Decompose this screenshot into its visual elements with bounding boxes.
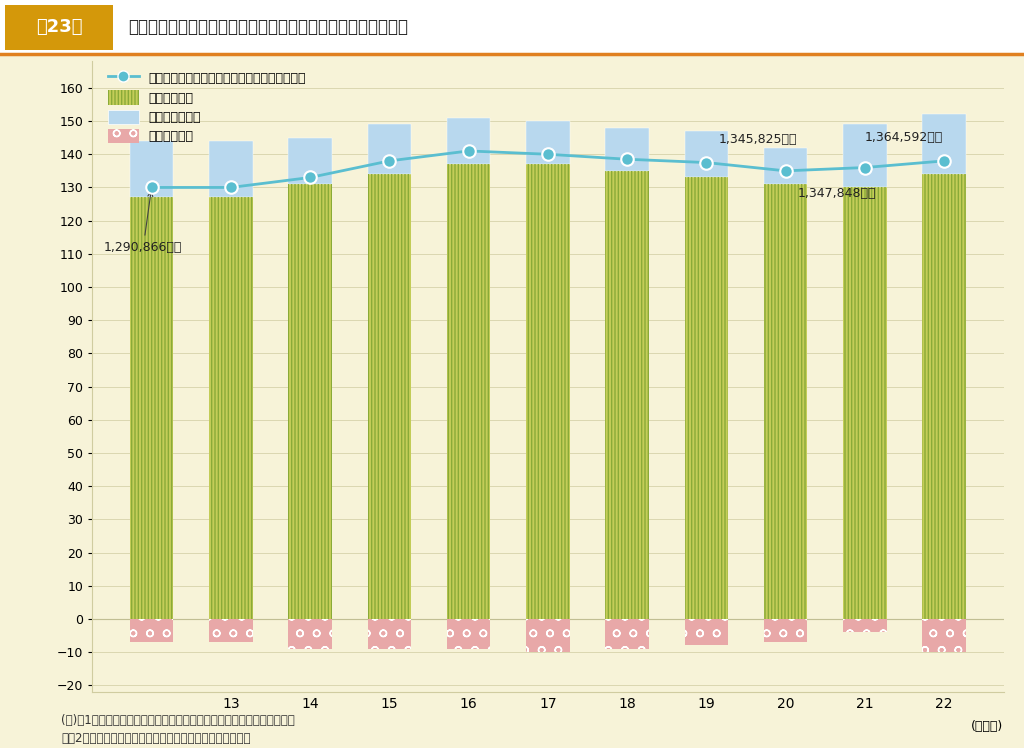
Bar	[843, 188, 887, 619]
Bar	[526, 619, 569, 652]
Bar	[923, 619, 966, 652]
Text: 1,290,866億円: 1,290,866億円	[104, 191, 182, 254]
Bar	[684, 177, 728, 619]
Bar	[605, 128, 649, 171]
Bar	[526, 121, 569, 165]
Bar	[209, 141, 253, 197]
Bar	[368, 174, 411, 619]
Bar	[446, 165, 490, 619]
Text: 地方債及び債務負担行為による実質的な将来の財政負担の推移: 地方債及び債務負担行為による実質的な将来の財政負担の推移	[128, 18, 408, 36]
Bar	[368, 124, 411, 174]
Bar	[130, 141, 173, 197]
Bar	[209, 619, 253, 642]
Bar	[289, 619, 332, 649]
Bar	[684, 619, 728, 646]
Bar	[446, 619, 490, 649]
Bar	[684, 131, 728, 177]
Bar	[764, 184, 807, 619]
Bar	[923, 174, 966, 619]
Bar	[368, 174, 411, 619]
Bar	[843, 619, 887, 632]
Text: 1,364,592億円: 1,364,592億円	[865, 132, 943, 144]
Legend: 地方債現在高＋債務負担行為額－積立金現在高, 地方債現在高, 債務負担行為額, 積立金現在高: 地方債現在高＋債務負担行為額－積立金現在高, 地方債現在高, 債務負担行為額, …	[108, 71, 306, 144]
Bar	[130, 197, 173, 619]
Bar	[605, 171, 649, 619]
Bar	[605, 171, 649, 619]
Bar	[764, 147, 807, 184]
Bar	[764, 619, 807, 642]
Bar	[526, 165, 569, 619]
Bar	[446, 117, 490, 165]
Text: (兆円): (兆円)	[33, 42, 57, 55]
Bar	[289, 184, 332, 619]
Bar	[923, 114, 966, 174]
Bar	[289, 138, 332, 184]
Bar	[209, 197, 253, 619]
Bar	[605, 619, 649, 649]
Bar	[368, 619, 411, 649]
Text: 第23図: 第23図	[36, 18, 82, 36]
Text: 1,345,825億円: 1,345,825億円	[718, 133, 797, 146]
Text: 1,347,848億円: 1,347,848億円	[798, 188, 876, 200]
Text: (年度末): (年度末)	[972, 720, 1004, 733]
Bar	[843, 124, 887, 188]
Bar	[130, 619, 173, 642]
Bar	[526, 165, 569, 619]
Bar	[764, 184, 807, 619]
Text: (注)、1　地方債現在高は、特定資金公共投資事業債を除いた額である。: (注)、1 地方債現在高は、特定資金公共投資事業債を除いた額である。	[61, 714, 295, 727]
Bar	[446, 165, 490, 619]
Bar	[289, 184, 332, 619]
Text: 2　債務負担行為額は、翔年度以降支出予定額である。: 2 債務負担行為額は、翔年度以降支出予定額である。	[61, 732, 251, 744]
Bar	[843, 188, 887, 619]
Bar	[130, 197, 173, 619]
Bar	[684, 177, 728, 619]
Bar	[923, 174, 966, 619]
Bar	[209, 197, 253, 619]
